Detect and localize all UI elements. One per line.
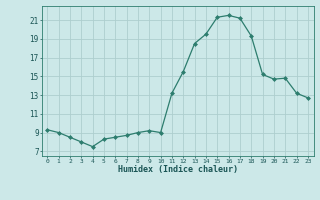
X-axis label: Humidex (Indice chaleur): Humidex (Indice chaleur) (118, 165, 237, 174)
